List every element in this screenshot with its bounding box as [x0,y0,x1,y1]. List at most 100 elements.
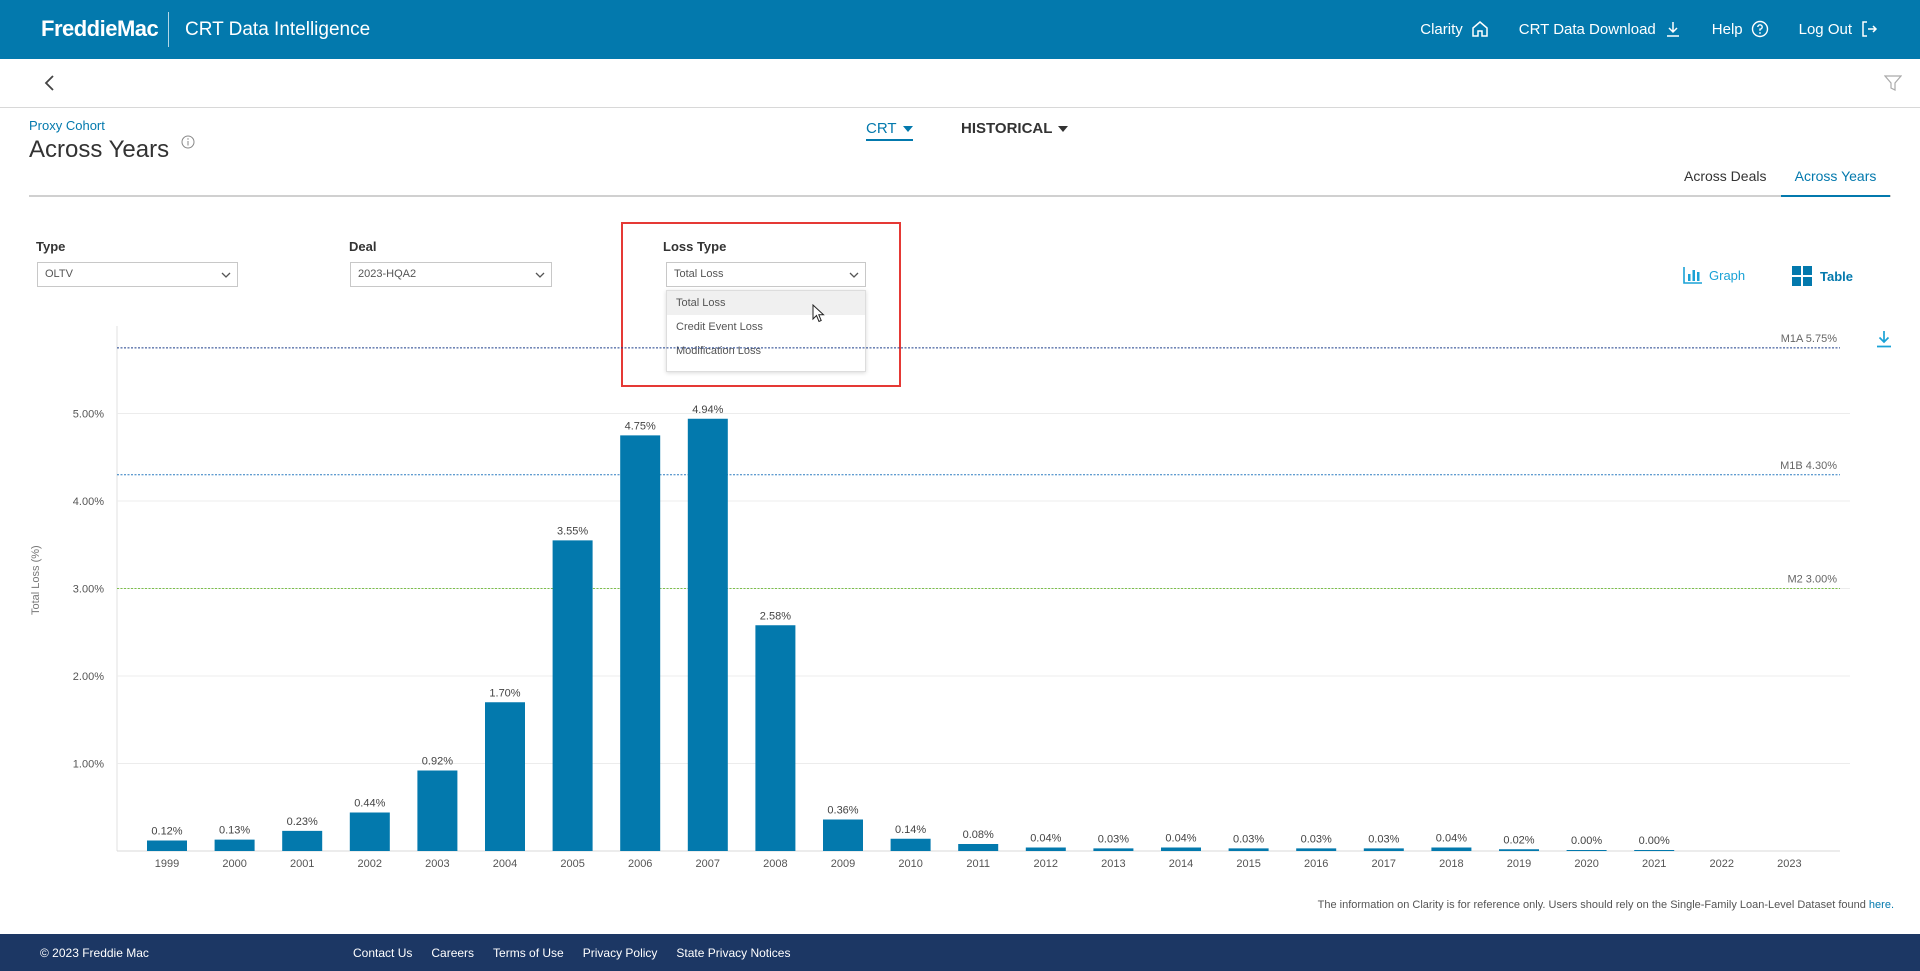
deal-select[interactable]: 2023-HQA2 [350,262,552,287]
option-credit-event-loss[interactable]: Credit Event Loss [676,321,763,333]
deal-label: Deal [349,239,377,254]
disclaimer: The information on Clarity is for refere… [1318,899,1894,911]
bar [349,812,390,851]
nav-help[interactable]: Help [1712,20,1769,38]
table-grid-icon [1792,266,1812,286]
chart-download-icon[interactable] [1876,330,1892,348]
caret-down-icon [1058,126,1069,133]
y-tick-label: 3.00% [73,584,104,596]
loss-type-select[interactable]: Total Loss [666,262,866,287]
x-tick-label: 2018 [1439,858,1463,870]
loss-type-label: Loss Type [663,239,727,254]
data-label: 0.92% [422,756,453,768]
type-select[interactable]: OLTV [37,262,238,287]
nav-clarity[interactable]: Clarity [1420,20,1489,38]
data-label: 0.02% [1503,834,1534,846]
x-tick-label: 2017 [1372,858,1396,870]
logo-divider [168,12,169,47]
freddie-mac-logo[interactable]: FreddieMac [41,16,159,41]
bar [1499,849,1539,851]
data-label: 0.12% [151,826,182,838]
chevron-down-icon [221,272,231,278]
graph-view-label: Graph [1709,267,1746,283]
data-label: 0.04% [1436,833,1467,845]
bar [1093,848,1134,851]
home-icon [1472,21,1488,37]
x-tick-label: 2002 [358,858,382,870]
download-icon [1666,22,1679,37]
disclaimer-link[interactable]: here. [1868,899,1894,911]
data-label: 4.94% [692,404,723,416]
disclaimer-text: The information on Clarity is for refere… [1317,899,1869,911]
type-label: Type [36,239,66,254]
data-label: 0.03% [1233,833,1264,845]
bar-chart-icon [1683,267,1702,284]
data-label: 0.13% [219,825,250,837]
reference-line-label: M1B 4.30% [1780,460,1837,472]
info-icon[interactable] [181,135,195,149]
crt-dropdown[interactable]: CRT [866,120,913,141]
table-view-button[interactable]: Table [1792,266,1853,286]
footer-link-privacy[interactable]: Privacy Policy [582,946,658,960]
data-label: 0.00% [1571,835,1602,847]
x-tick-label: 2007 [696,858,720,870]
bar [417,770,458,851]
bar [687,418,728,851]
bar [1363,848,1404,851]
bar [552,540,593,851]
data-label: 2.58% [760,610,791,622]
bar [823,819,863,851]
data-label: 0.00% [1639,835,1670,847]
bar-chart: 1.00% 2.00% 3.00% 4.00% 5.00% M1A 5.75% M1B 4.… [73,326,1850,870]
filter-icon[interactable] [1884,74,1902,92]
copyright: © 2023 Freddie Mac [40,946,149,960]
x-tick-label: 2014 [1169,858,1193,870]
top-nav: Clarity CRT Data Download Help Log Out [1420,20,1878,38]
data-label: 0.04% [1030,833,1061,845]
data-label: 0.14% [895,824,926,836]
breadcrumb[interactable]: Proxy Cohort [29,118,105,133]
x-tick-label: 2010 [898,858,922,870]
bar [214,839,255,851]
nav-clarity-label: Clarity [1420,20,1463,38]
x-tick-label: 2006 [628,858,652,870]
footer: © 2023 Freddie Mac Contact Us Careers Te… [0,934,1920,971]
data-label: 0.08% [963,829,994,841]
footer-link-state-privacy[interactable]: State Privacy Notices [676,946,791,960]
bar [890,838,931,851]
data-label: 1.70% [489,687,520,699]
reference-line-label: M1A 5.75% [1781,333,1837,345]
data-label: 0.03% [1301,833,1332,845]
x-tick-label: 2023 [1777,858,1801,870]
table-view-label: Table [1820,268,1853,284]
x-tick-label: 2000 [222,858,246,870]
data-label: 0.36% [827,805,858,817]
top-header: FreddieMac CRT Data Intelligence Clarity… [0,0,1920,59]
nav-download-label: CRT Data Download [1518,20,1656,38]
y-tick-label: 5.00% [73,409,104,421]
help-icon [1751,20,1768,38]
historical-dropdown-label: HISTORICAL [961,120,1053,137]
historical-dropdown[interactable]: HISTORICAL [961,120,1069,137]
back-arrow-icon[interactable] [40,73,60,93]
tab-across-years[interactable]: Across Years [1781,161,1890,197]
option-modification-loss[interactable]: Modification Loss [676,345,761,357]
data-label: 0.03% [1368,833,1399,845]
bar [1566,850,1607,851]
option-total-loss[interactable]: Total Loss [667,291,865,315]
bar [1296,848,1337,851]
highlight-box [621,222,901,387]
footer-links: Contact Us Careers Terms of Use Privacy … [353,946,790,960]
nav-crt-data-download[interactable]: CRT Data Download [1519,20,1682,38]
y-tick-label: 2.00% [73,671,104,683]
nav-logout[interactable]: Log Out [1799,20,1878,38]
sub-toolbar [0,59,1920,108]
data-label: 0.03% [1098,833,1129,845]
footer-link-careers[interactable]: Careers [431,946,475,960]
y-tick-label: 1.00% [73,759,104,771]
bar [1161,847,1201,851]
tab-across-deals[interactable]: Across Deals [1684,168,1767,184]
footer-link-terms[interactable]: Terms of Use [493,946,564,960]
graph-view-button[interactable]: Graph [1683,266,1745,284]
footer-link-contact-us[interactable]: Contact Us [353,946,413,960]
